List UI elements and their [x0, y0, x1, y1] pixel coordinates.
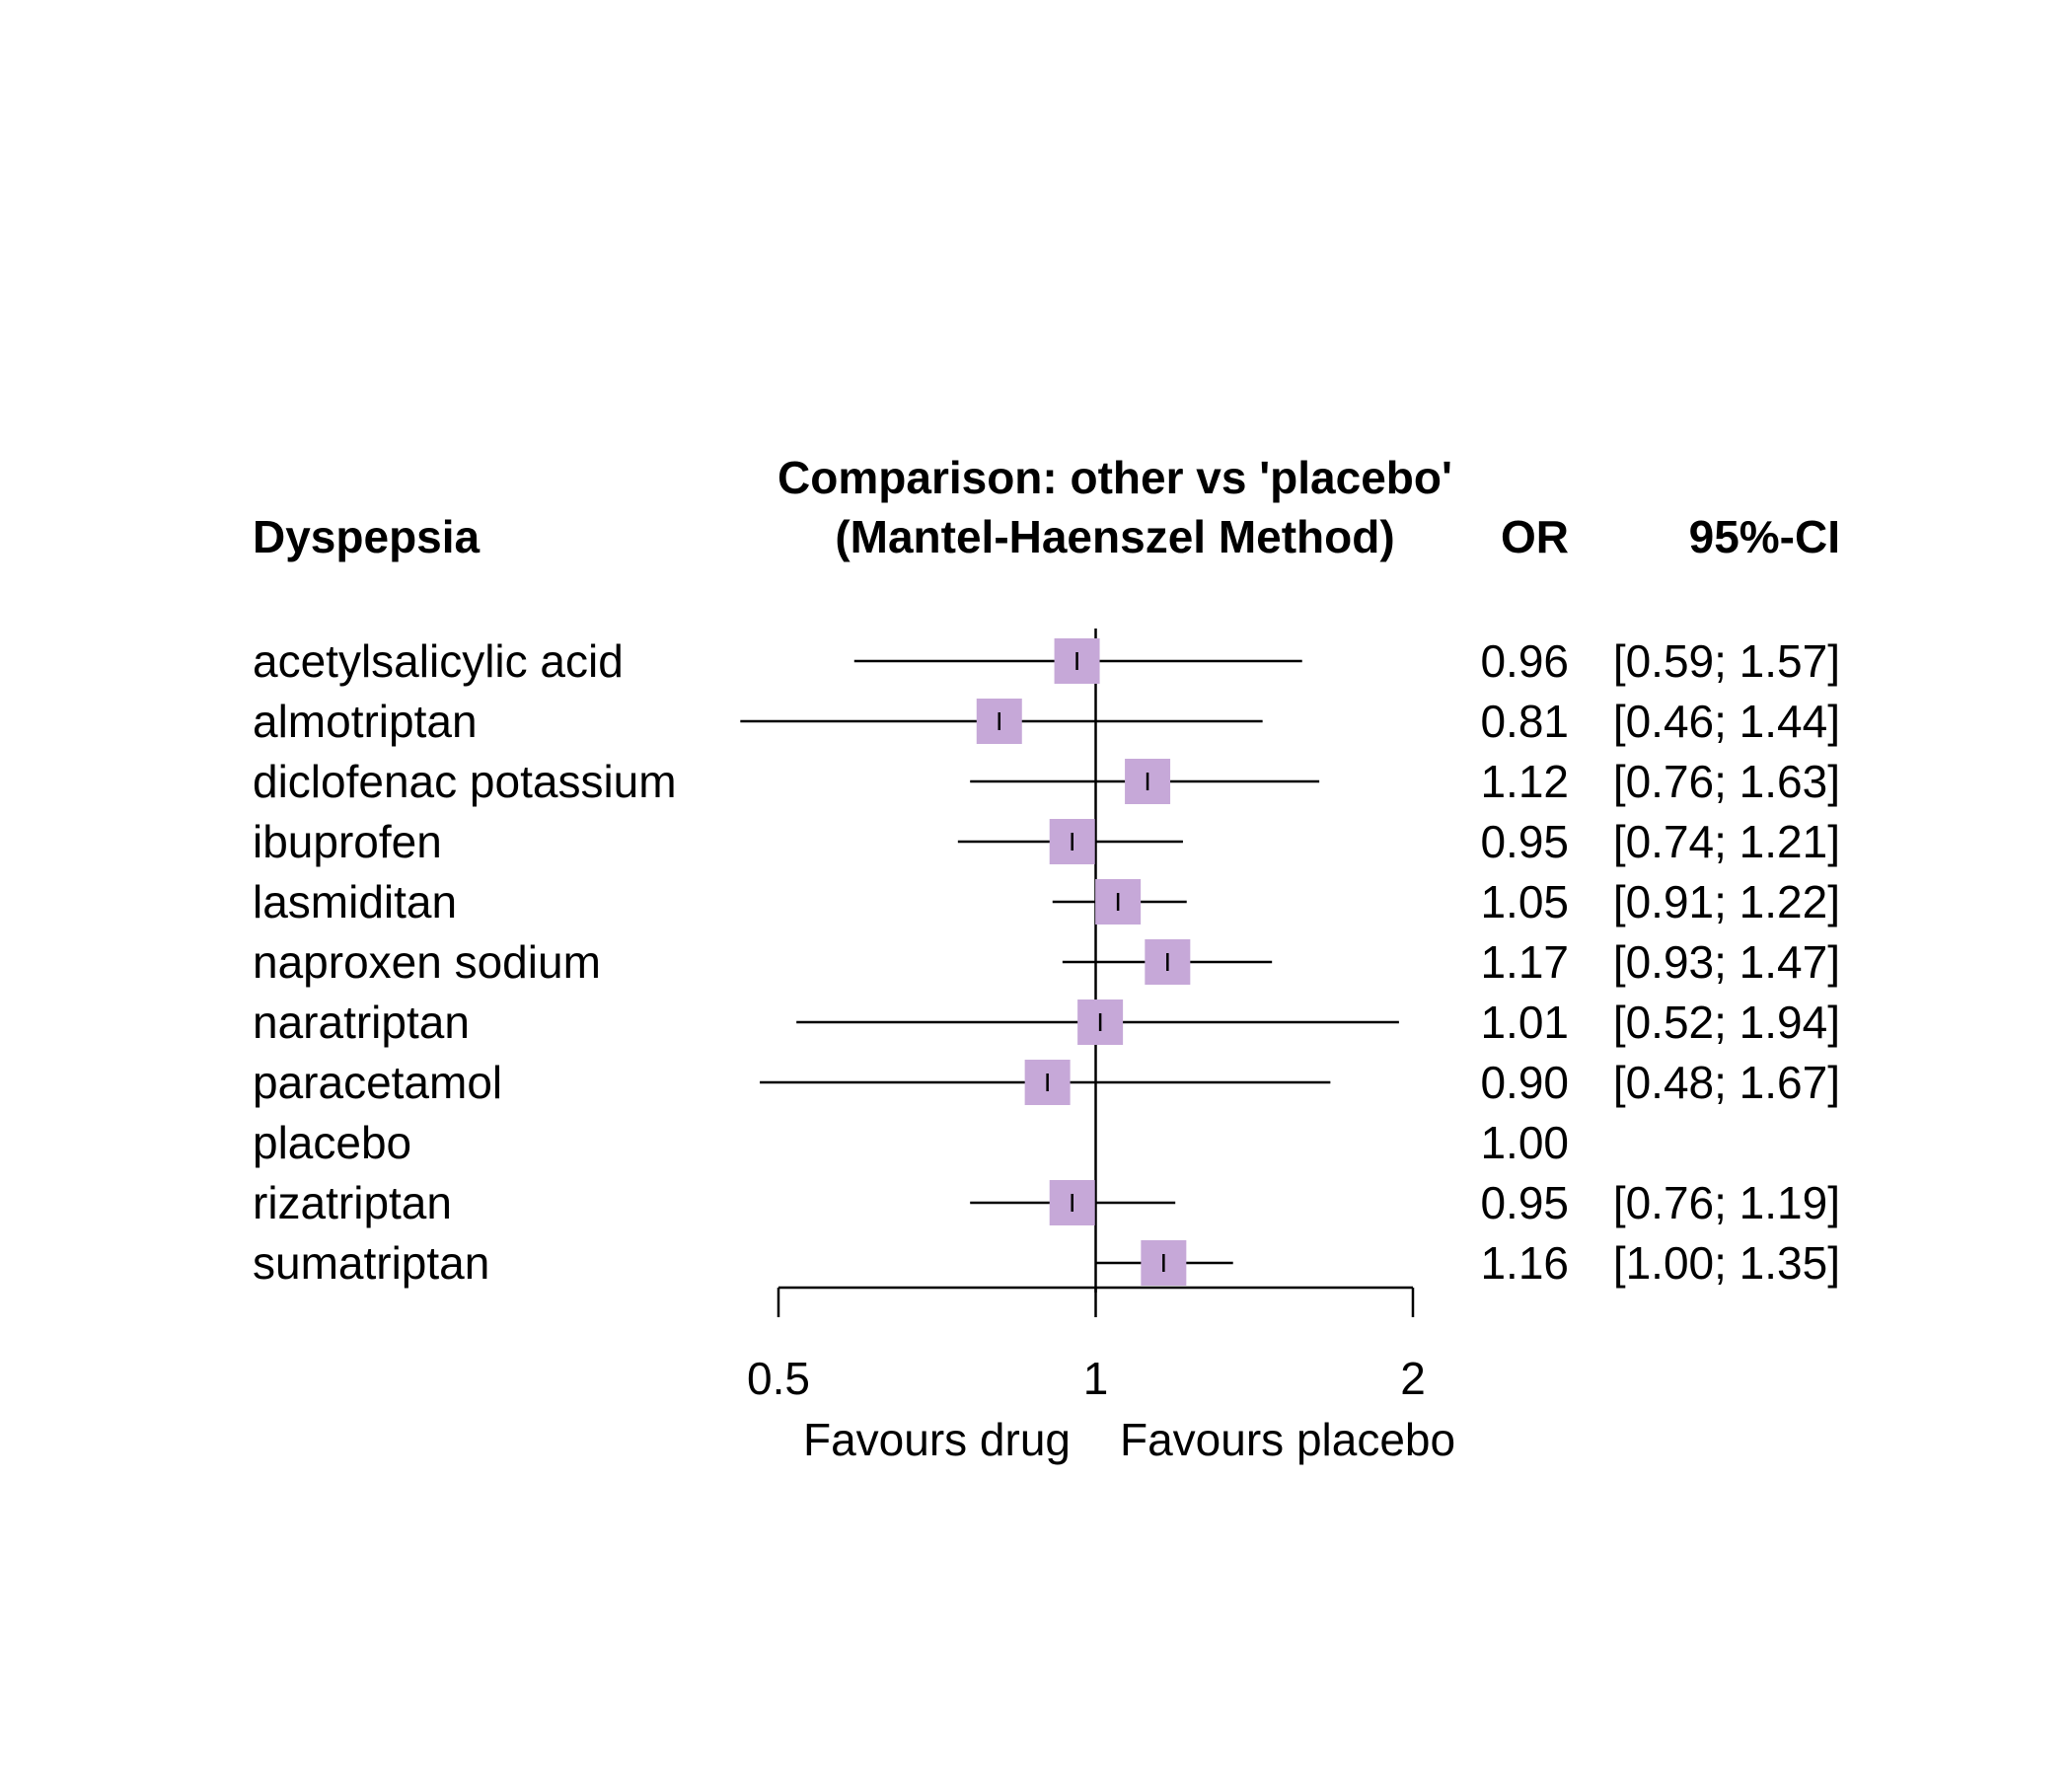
ci-value: [0.91; 1.22]	[1613, 876, 1840, 927]
or-value: 0.95	[1480, 1177, 1569, 1228]
chart-title-line1: Comparison: other vs 'placebo'	[777, 452, 1452, 503]
ci-column-header: 95%-CI	[1689, 511, 1840, 562]
or-value: 1.17	[1480, 936, 1569, 988]
ci-value: [0.93; 1.47]	[1613, 936, 1840, 988]
study-label: paracetamol	[253, 1057, 502, 1108]
or-value: 1.01	[1480, 997, 1569, 1048]
study-row: rizatriptan 0.95 [0.76; 1.19]	[253, 1177, 1840, 1228]
favours-drug-label: Favours drug	[803, 1414, 1071, 1465]
study-label: lasmiditan	[253, 876, 457, 927]
or-value: 1.05	[1480, 876, 1569, 927]
study-label: almotriptan	[253, 696, 478, 747]
or-value: 0.90	[1480, 1057, 1569, 1108]
study-label: naproxen sodium	[253, 936, 601, 988]
ci-value: [0.52; 1.94]	[1613, 997, 1840, 1048]
study-row: almotriptan 0.81 [0.46; 1.44]	[253, 696, 1840, 747]
ci-value: [0.48; 1.67]	[1613, 1057, 1840, 1108]
study-row: paracetamol 0.90 [0.48; 1.67]	[253, 1057, 1840, 1108]
study-label: naratriptan	[253, 997, 470, 1048]
study-row: lasmiditan 1.05 [0.91; 1.22]	[253, 876, 1840, 927]
study-row: placebo 1.00	[253, 1117, 1569, 1168]
ci-value: [1.00; 1.35]	[1613, 1237, 1840, 1289]
favours-placebo-label: Favours placebo	[1120, 1414, 1455, 1465]
study-label: sumatriptan	[253, 1237, 489, 1289]
study-label: rizatriptan	[253, 1177, 452, 1228]
study-row: acetylsalicylic acid 0.96 [0.59; 1.57]	[253, 635, 1840, 687]
study-label: placebo	[253, 1117, 411, 1168]
or-value: 0.81	[1480, 696, 1569, 747]
or-column-header: OR	[1501, 511, 1569, 562]
or-value: 1.16	[1480, 1237, 1569, 1289]
or-value: 0.96	[1480, 635, 1569, 687]
chart-title-line2: (Mantel-Haenszel Method)	[835, 511, 1394, 562]
ci-value: [0.76; 1.19]	[1613, 1177, 1840, 1228]
ci-value: [0.46; 1.44]	[1613, 696, 1840, 747]
study-row: naproxen sodium 1.17 [0.93; 1.47]	[253, 936, 1840, 988]
ci-value: [0.76; 1.63]	[1613, 756, 1840, 807]
axis-tick-label: 1	[1083, 1353, 1109, 1404]
or-value: 0.95	[1480, 816, 1569, 867]
study-row: diclofenac potassium 1.12 [0.76; 1.63]	[253, 756, 1840, 807]
axis-tick-label: 2	[1400, 1353, 1426, 1404]
ci-value: [0.59; 1.57]	[1613, 635, 1840, 687]
study-row: sumatriptan 1.16 [1.00; 1.35]	[253, 1237, 1840, 1289]
or-value: 1.12	[1480, 756, 1569, 807]
outcome-label: Dyspepsia	[253, 511, 481, 562]
axis-tick-label: 0.5	[747, 1353, 810, 1404]
x-axis: 0.5 1 2	[747, 1286, 1426, 1404]
ci-value: [0.74; 1.21]	[1613, 816, 1840, 867]
study-label: acetylsalicylic acid	[253, 635, 624, 687]
or-value: 1.00	[1480, 1117, 1569, 1168]
study-row: ibuprofen 0.95 [0.74; 1.21]	[253, 816, 1840, 867]
study-row: naratriptan 1.01 [0.52; 1.94]	[253, 997, 1840, 1048]
study-label: ibuprofen	[253, 816, 442, 867]
study-label: diclofenac potassium	[253, 756, 677, 807]
